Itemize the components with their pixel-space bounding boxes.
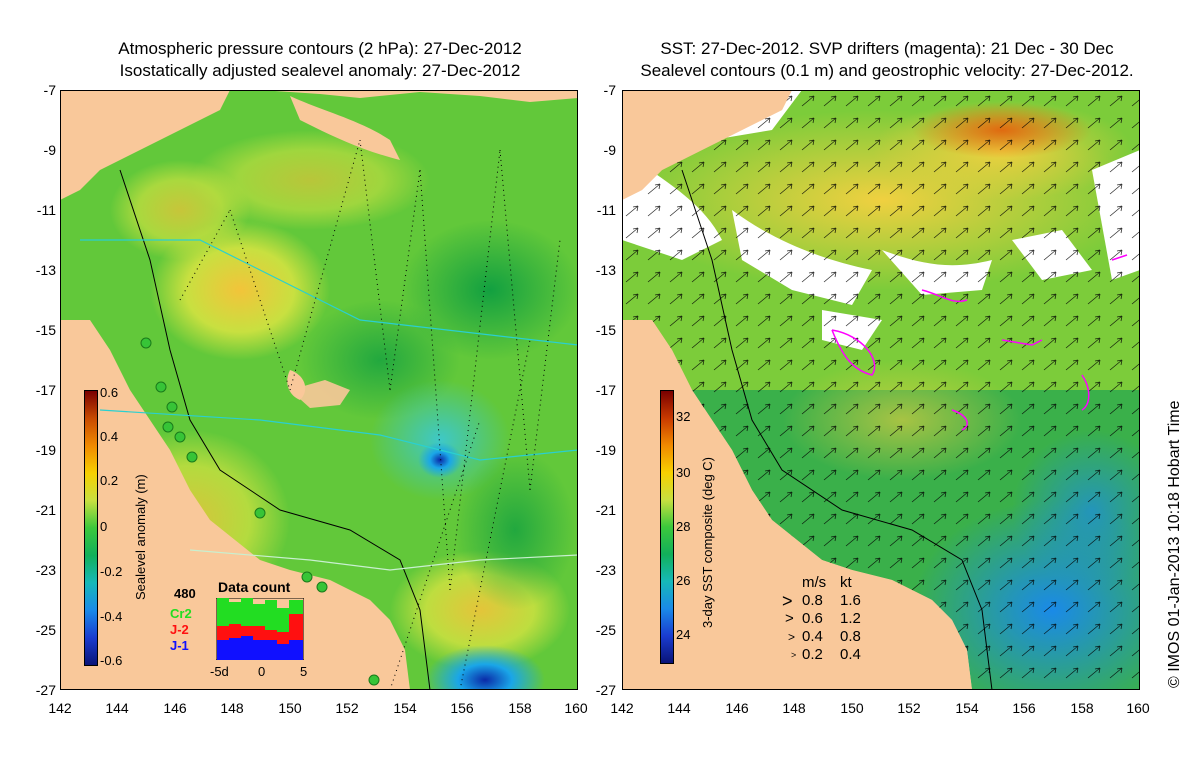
imos-credit: © IMOS 01-Jan-2013 10:18 Hobart Time [1166, 400, 1183, 688]
sst-colorbar-tick: 26 [676, 573, 691, 588]
right-title-line2: Sealevel contours (0.1 m) and geostrophi… [640, 61, 1134, 80]
data-count-bars [216, 598, 304, 660]
x-tick-label: 142 [610, 700, 634, 716]
data-count-xmid: 0 [258, 664, 266, 679]
velocity-legend-kt: 0.8 [840, 628, 861, 645]
left-map-title: Atmospheric pressure contours (2 hPa): 2… [60, 38, 580, 82]
y-tick-label: -23 [35, 562, 56, 578]
y-tick-label: -27 [595, 682, 616, 698]
x-tick-label: 154 [955, 700, 979, 716]
data-count-title: Data count [218, 579, 291, 595]
x-tick-label: 146 [163, 700, 187, 716]
velocity-legend-kt: 0.4 [840, 646, 861, 663]
x-tick-label: 160 [564, 700, 588, 716]
data-count-xmax: 5 [300, 664, 308, 679]
velocity-legend-ms: 0.6 [802, 610, 823, 627]
sealevel-colorbar [84, 390, 98, 666]
sst-colorbar-tick: 24 [676, 627, 691, 642]
velocity-legend-ms: 0.8 [802, 592, 823, 609]
y-tick-label: -27 [35, 682, 56, 698]
sst-colorbar-label: 3-day SST composite (deg C) [700, 457, 715, 628]
sst-map-graphic [622, 90, 1140, 690]
velocity-legend-header-kt: kt [840, 574, 852, 591]
y-tick-label: -15 [595, 322, 616, 338]
sealevel-colorbar-tick: 0 [100, 519, 108, 534]
sst-colorbar-tick: 32 [676, 409, 691, 424]
x-tick-label: 144 [105, 700, 129, 716]
data-count-xmin: -5d [210, 664, 229, 679]
velocity-legend-kt: 1.6 [840, 592, 861, 609]
sealevel-colorbar-tick: -0.6 [100, 653, 123, 668]
sealevel-anomaly-map: 0.6 0.4 0.2 0 -0.2 -0.4 -0.6 Sealevel an… [60, 90, 578, 690]
data-count-j1: J-1 [170, 638, 189, 653]
y-tick-label: -15 [35, 322, 56, 338]
sealevel-colorbar-label: Sealevel anomaly (m) [133, 474, 148, 600]
velocity-arrow-icon: > [785, 610, 794, 627]
x-tick-label: 156 [1012, 700, 1036, 716]
y-tick-label: -21 [595, 502, 616, 518]
sst-colorbar-tick: 28 [676, 519, 691, 534]
x-tick-label: 142 [48, 700, 72, 716]
sealevel-colorbar-tick: 0.2 [100, 473, 119, 488]
y-tick-label: -19 [35, 442, 56, 458]
x-tick-label: 144 [667, 700, 691, 716]
sealevel-colorbar-tick: -0.2 [100, 564, 123, 579]
velocity-arrow-icon: > [788, 630, 796, 644]
x-tick-label: 148 [782, 700, 806, 716]
data-count-inset: 480 Cr2 J-2 J-1 Data count -5d 0 5 [160, 576, 320, 680]
y-tick-label: -7 [603, 82, 616, 98]
velocity-legend-ms: 0.2 [802, 646, 823, 663]
sst-colorbar [660, 390, 674, 664]
y-tick-label: -25 [35, 622, 56, 638]
x-tick-label: 152 [897, 700, 921, 716]
y-tick-label: -17 [35, 382, 56, 398]
y-tick-label: -23 [595, 562, 616, 578]
velocity-legend-kt: 1.2 [840, 610, 861, 627]
sealevel-colorbar-tick: 0.6 [100, 385, 119, 400]
x-tick-label: 150 [840, 700, 864, 716]
sst-map: 32 30 28 26 24 3-day SST composite (deg … [622, 90, 1140, 690]
y-tick-label: -21 [35, 502, 56, 518]
y-tick-label: -17 [595, 382, 616, 398]
data-count-j2: J-2 [170, 622, 189, 637]
x-tick-label: 150 [278, 700, 302, 716]
y-tick-label: -11 [596, 202, 616, 218]
sealevel-colorbar-tick: -0.4 [100, 609, 123, 624]
velocity-legend-header-ms: m/s [802, 574, 827, 591]
left-title-line1: Atmospheric pressure contours (2 hPa): 2… [118, 39, 522, 58]
left-title-line2: Isostatically adjusted sealevel anomaly:… [119, 61, 521, 80]
sst-colorbar-tick: 30 [676, 465, 691, 480]
y-tick-label: -9 [603, 142, 616, 158]
data-count-max: 480 [174, 586, 196, 601]
x-tick-label: 152 [335, 700, 359, 716]
velocity-legend-ms: 0.4 [802, 628, 823, 645]
right-map-title: SST: 27-Dec-2012. SVP drifters (magenta)… [612, 38, 1162, 82]
y-tick-label: -7 [43, 82, 56, 98]
data-count-cr2: Cr2 [170, 606, 192, 621]
x-tick-label: 158 [1070, 700, 1094, 716]
y-tick-label: -13 [595, 262, 616, 278]
right-title-line1: SST: 27-Dec-2012. SVP drifters (magenta)… [660, 39, 1114, 58]
sealevel-colorbar-tick: 0.4 [100, 429, 119, 444]
y-tick-label: -13 [35, 262, 56, 278]
x-tick-label: 154 [393, 700, 417, 716]
velocity-legend: m/s kt > 0.8 1.6 > 0.6 1.2 > 0.4 0.8 > 0… [782, 574, 892, 664]
velocity-arrow-icon: > [791, 650, 797, 660]
y-tick-label: -19 [595, 442, 616, 458]
x-tick-label: 158 [508, 700, 532, 716]
y-tick-label: -25 [595, 622, 616, 638]
velocity-arrow-icon: > [782, 591, 793, 611]
y-tick-label: -11 [36, 202, 56, 218]
x-tick-label: 156 [450, 700, 474, 716]
x-tick-label: 148 [220, 700, 244, 716]
sealevel-map-graphic [60, 90, 578, 690]
x-tick-label: 160 [1126, 700, 1150, 716]
y-tick-label: -9 [43, 142, 56, 158]
x-tick-label: 146 [725, 700, 749, 716]
